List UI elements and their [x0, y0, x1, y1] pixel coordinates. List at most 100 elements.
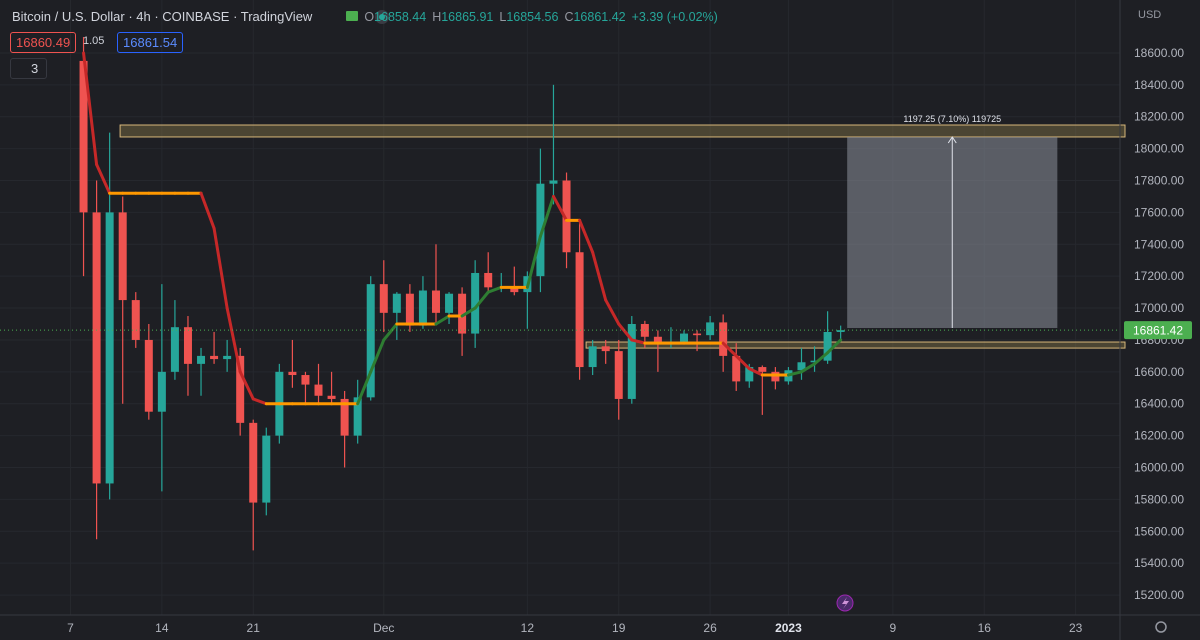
trend-segment [734, 354, 751, 371]
overlay: 1197.25 (7.10%) 119725 [0, 114, 1120, 331]
header: Bitcoin / U.S. Dollar · 4h · COINBASE · … [12, 9, 718, 24]
candle-body [810, 360, 819, 363]
candle-body [510, 287, 519, 293]
candle-body [549, 180, 558, 184]
ohlc-label: H [432, 9, 442, 24]
axes: 15200.00 15400.00 15600.00 15800.00 16000.00… [67, 46, 1192, 635]
ohlc-item: C16861.42 [564, 10, 625, 24]
x-tick-label: Dec [373, 621, 394, 635]
candle-body [327, 395, 336, 399]
candle-body [144, 339, 153, 412]
x-tick-label: 12 [521, 621, 535, 635]
candle-body [105, 212, 114, 484]
y-tick-label: 16400.00 [1134, 397, 1184, 411]
candle-body [340, 398, 349, 436]
trend-segment [238, 370, 255, 401]
x-tick-label: 2023 [775, 621, 802, 635]
candle-body [431, 290, 440, 313]
ohlc-label: O [364, 9, 375, 24]
candle-body [236, 355, 245, 423]
last-price-label: 16861.42 [1133, 324, 1183, 338]
candle-body [653, 336, 662, 344]
x-tick-label: 14 [155, 621, 169, 635]
measure-label: 1197.25 (7.10%) 119725 [903, 114, 1001, 124]
candle-body [588, 346, 597, 368]
indicators-toggle[interactable]: 3 [10, 58, 48, 79]
ohlc-value: 16858.44 [374, 9, 427, 24]
trend-segment [799, 362, 817, 374]
y-tick-label: 15200.00 [1134, 588, 1184, 602]
candle-body [288, 371, 297, 376]
candle-body [79, 60, 88, 213]
buy-price[interactable]: 16861.54 [117, 32, 184, 53]
trend-segment [356, 370, 373, 406]
ohlc-item: O16858.44 [364, 10, 426, 24]
trend-segment [473, 290, 490, 310]
trend-segment [460, 306, 477, 318]
trend-segment [225, 306, 242, 374]
ohlc-label: L [499, 9, 507, 24]
candle-body [823, 331, 832, 361]
candle-body [92, 212, 101, 484]
trend-segment [382, 322, 399, 342]
candle-body [314, 384, 323, 396]
candle-body [484, 272, 493, 288]
candle-body [536, 183, 545, 277]
zones [119, 124, 1126, 349]
candle-body [719, 322, 728, 356]
y-tick-label: 18000.00 [1134, 142, 1184, 156]
y-tick-label: 15400.00 [1134, 556, 1184, 570]
spread: 1.05 [83, 35, 105, 47]
candle-body [301, 375, 310, 385]
ohlc-value: 16861.42 [573, 9, 626, 24]
candle-body [745, 367, 754, 382]
candle-body [471, 272, 480, 334]
y-tick-label: 16000.00 [1134, 461, 1184, 475]
ohlc-label: C [564, 9, 574, 24]
y-tick-label: 18200.00 [1134, 110, 1184, 124]
x-tick-label: 7 [67, 621, 74, 635]
candle-body [131, 300, 140, 340]
candle-body [405, 293, 414, 326]
candle-body [562, 180, 571, 253]
symbol-title: Bitcoin / U.S. Dollar · 4h · COINBASE · … [12, 9, 313, 24]
trend-segment [747, 367, 764, 377]
trend-segment [369, 338, 386, 374]
settings-icon[interactable] [1155, 621, 1167, 633]
candle-body [392, 293, 401, 313]
trend-line [82, 51, 843, 406]
candle-body [614, 351, 623, 399]
trend-segment [721, 341, 738, 358]
y-tick-label: 16200.00 [1134, 429, 1184, 443]
candle-body [758, 367, 767, 372]
trend-segment [786, 370, 803, 377]
trend-segment [617, 322, 634, 342]
candle-body [183, 327, 192, 364]
sell-price[interactable]: 16860.49 [10, 32, 77, 53]
trend-segment [630, 338, 647, 345]
candle-body [197, 355, 206, 364]
trend-segment [486, 285, 503, 294]
trend-segment [604, 298, 621, 326]
ohlc-item: H16865.91 [432, 10, 493, 24]
trend-segment [82, 51, 99, 167]
ohlc-legend: O16858.44 H16865.91 L16854.56 C16861.42 +3.3… [364, 10, 717, 24]
ohlc-item: L16854.56 [499, 10, 558, 24]
event-bolt [842, 597, 849, 609]
y-tick-label: 17200.00 [1134, 269, 1184, 283]
y-tick-label: 18600.00 [1134, 46, 1184, 60]
candle-body [575, 252, 584, 368]
candle-body [680, 333, 689, 344]
trend-segment [538, 194, 555, 238]
status-dot [379, 14, 385, 20]
currency[interactable]: USD [1138, 9, 1162, 21]
candle-body [771, 371, 780, 382]
x-tick-label: 16 [978, 621, 992, 635]
trend-segment [199, 191, 216, 230]
zone [585, 341, 1126, 349]
candle-body [706, 322, 715, 336]
candle-body [353, 397, 362, 436]
last-price-tag [1124, 321, 1192, 340]
